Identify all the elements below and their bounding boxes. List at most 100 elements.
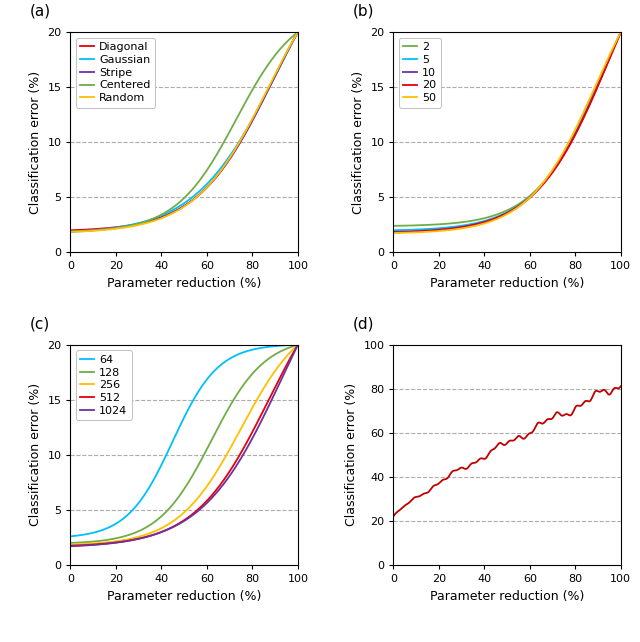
10: [568, 135, 576, 143]
20: [401, 229, 409, 236]
Centered: [246, 91, 253, 99]
10: [617, 28, 625, 36]
256: [294, 341, 301, 349]
Stripe: [294, 28, 301, 36]
Line: 5: 5: [394, 32, 621, 230]
Gaussian: [67, 228, 74, 236]
512: [287, 352, 295, 360]
20: [390, 229, 397, 236]
2: [568, 134, 576, 142]
Text: (c): (c): [29, 317, 50, 331]
10: [611, 44, 618, 51]
50: [390, 229, 397, 237]
512: [294, 341, 301, 349]
Diagonal: [78, 226, 86, 234]
64: [78, 531, 86, 539]
Stripe: [78, 227, 86, 235]
20: [611, 44, 618, 51]
Line: 50: 50: [394, 32, 621, 233]
50: [568, 131, 576, 139]
Stripe: [246, 122, 253, 130]
Text: (b): (b): [353, 4, 374, 19]
Line: 128: 128: [70, 345, 298, 543]
Line: 2: 2: [394, 32, 621, 226]
64: [294, 341, 301, 349]
Centered: [67, 227, 74, 235]
Line: Diagonal: Diagonal: [70, 32, 298, 230]
50: [494, 215, 502, 223]
2: [611, 42, 618, 50]
Diagonal: [246, 122, 253, 130]
Legend: 2, 5, 10, 20, 50: 2, 5, 10, 20, 50: [399, 38, 441, 108]
512: [78, 541, 86, 549]
Stripe: [171, 207, 179, 215]
128: [171, 498, 179, 506]
Line: Stripe: Stripe: [70, 32, 298, 231]
Centered: [287, 34, 295, 42]
10: [500, 211, 508, 218]
Line: 1024: 1024: [70, 345, 298, 546]
20: [611, 44, 618, 52]
X-axis label: Parameter reduction (%): Parameter reduction (%): [107, 277, 261, 290]
128: [78, 539, 86, 546]
Legend: 64, 128, 256, 512, 1024: 64, 128, 256, 512, 1024: [76, 351, 132, 421]
Text: (d): (d): [353, 317, 374, 331]
512: [177, 518, 185, 526]
1024: [78, 542, 86, 550]
10: [611, 44, 618, 51]
128: [287, 343, 295, 351]
20: [494, 214, 502, 221]
1024: [246, 440, 253, 447]
512: [67, 542, 74, 550]
5: [390, 227, 397, 234]
Line: 10: 10: [394, 32, 621, 232]
256: [67, 541, 74, 548]
Random: [177, 205, 185, 213]
Diagonal: [294, 28, 301, 36]
2: [617, 28, 625, 36]
64: [287, 341, 295, 349]
Gaussian: [287, 40, 295, 48]
Random: [171, 208, 179, 216]
5: [611, 43, 618, 51]
64: [177, 420, 185, 428]
5: [401, 226, 409, 234]
1024: [294, 341, 301, 349]
5: [494, 213, 502, 220]
128: [246, 373, 253, 381]
50: [401, 229, 409, 237]
Y-axis label: Classification error (%): Classification error (%): [345, 383, 358, 526]
10: [390, 228, 397, 236]
1024: [177, 519, 185, 526]
Gaussian: [177, 202, 185, 209]
Y-axis label: Classification error (%): Classification error (%): [351, 71, 365, 214]
64: [287, 341, 295, 349]
1024: [287, 354, 295, 362]
Diagonal: [67, 227, 74, 234]
Centered: [294, 28, 301, 36]
1024: [287, 355, 295, 363]
20: [617, 28, 625, 36]
2: [390, 222, 397, 230]
10: [401, 228, 409, 236]
Diagonal: [177, 204, 185, 212]
Line: 512: 512: [70, 345, 298, 546]
512: [287, 352, 295, 360]
256: [287, 347, 295, 355]
256: [177, 511, 185, 519]
Diagonal: [287, 40, 295, 48]
1024: [171, 523, 179, 530]
Centered: [171, 202, 179, 210]
128: [287, 343, 295, 351]
64: [67, 532, 74, 540]
Y-axis label: Classification error (%): Classification error (%): [29, 383, 42, 526]
Y-axis label: Classification error (%): Classification error (%): [29, 71, 42, 214]
Diagonal: [171, 207, 179, 215]
5: [568, 135, 576, 143]
Legend: Diagonal, Gaussian, Stripe, Centered, Random: Diagonal, Gaussian, Stripe, Centered, Ra…: [76, 38, 155, 108]
Gaussian: [294, 28, 301, 36]
10: [494, 213, 502, 221]
Random: [287, 40, 295, 48]
Centered: [177, 197, 185, 205]
Random: [294, 28, 301, 36]
